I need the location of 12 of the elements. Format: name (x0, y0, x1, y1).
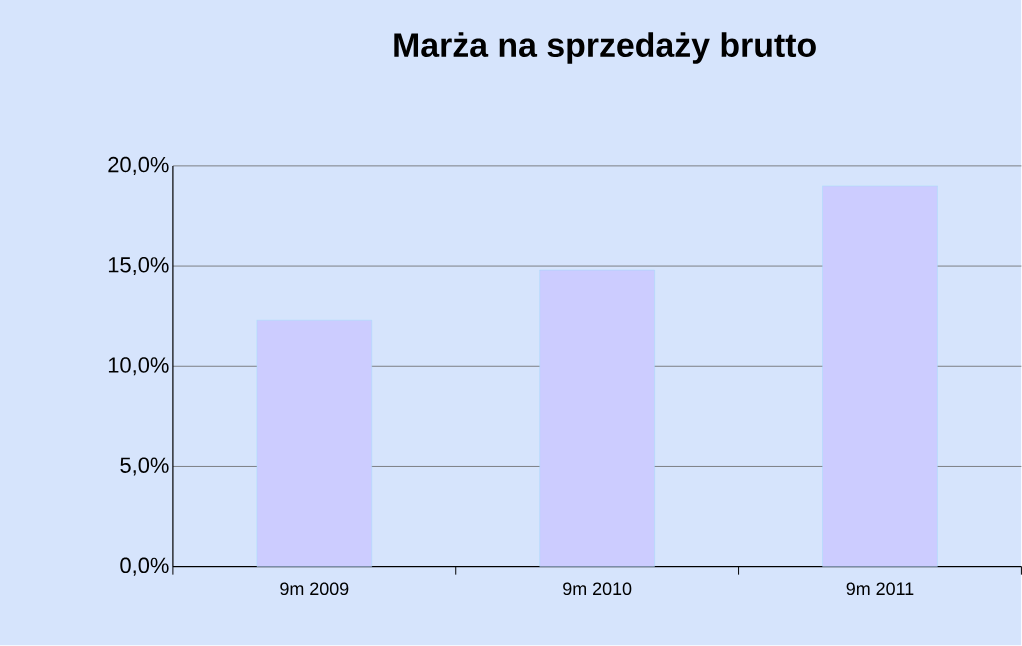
x-tick-label: 9m 2010 (563, 582, 632, 596)
y-tick-label: 5,0% (120, 457, 169, 476)
x-tick-label: 9m 2009 (280, 582, 349, 596)
bar (539, 270, 655, 567)
bar (256, 320, 372, 567)
y-tick-label: 10,0% (108, 357, 169, 376)
x-tick-label: 9m 2011 (846, 582, 914, 596)
chart-title: Marża na sprzedaży brutto (394, 32, 816, 64)
y-tick-label: 20,0% (108, 157, 169, 176)
y-tick-label: 15,0% (108, 257, 169, 276)
y-tick-label: 0,0% (120, 557, 169, 576)
bar (822, 185, 938, 567)
